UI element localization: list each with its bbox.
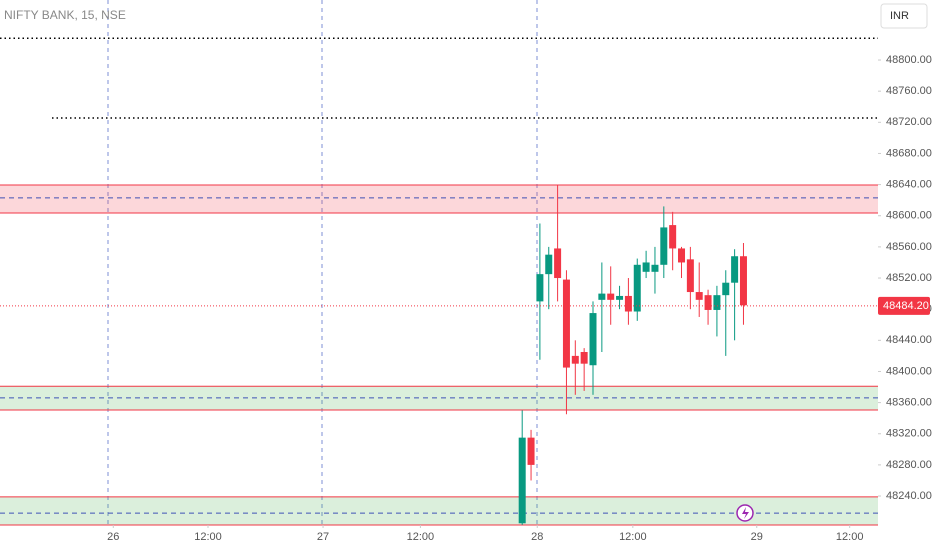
y-tick-label: 48800.00 — [886, 54, 932, 66]
candle-body — [562, 279, 570, 368]
y-tick-label: 48400.00 — [886, 365, 932, 377]
zone — [0, 386, 878, 411]
y-tick-label: 48280.00 — [886, 459, 932, 471]
currency-box[interactable] — [880, 3, 928, 29]
y-tick-label: 48320.00 — [886, 428, 932, 440]
candle-body — [722, 282, 730, 296]
candle-body — [536, 274, 544, 302]
last-price-label: 48484.20 — [883, 300, 929, 312]
zone — [0, 184, 878, 214]
event-icon-bolt — [742, 507, 749, 519]
candle-body — [642, 262, 650, 272]
y-tick-label: 48720.00 — [886, 116, 932, 128]
candle-body — [554, 248, 562, 279]
zone — [0, 496, 878, 525]
x-tick-label: 27 — [317, 531, 329, 543]
y-tick-label: 48560.00 — [886, 241, 932, 253]
chart-title: NIFTY BANK, 15, NSE — [4, 8, 126, 22]
candle-body — [695, 292, 703, 300]
x-tick-label: 28 — [531, 531, 543, 543]
candle-body — [616, 295, 624, 300]
candle-body — [651, 264, 659, 272]
y-tick-label: 48600.00 — [886, 210, 932, 222]
candle-body — [580, 351, 588, 364]
y-tick-label: 48440.00 — [886, 334, 932, 346]
candle-body — [633, 264, 641, 312]
candle-body — [607, 293, 615, 300]
last-price-box — [878, 296, 930, 315]
candle-body — [669, 225, 677, 249]
candle-body — [713, 295, 721, 310]
candle-body — [678, 248, 686, 263]
candle-body — [660, 227, 668, 265]
y-tick-label: 48760.00 — [886, 85, 932, 97]
candle-body — [686, 259, 694, 293]
x-tick-label: 12:00 — [407, 531, 435, 543]
x-tick-label: 12:00 — [836, 531, 864, 543]
x-tick-label: 26 — [107, 531, 119, 543]
candle-body — [624, 295, 632, 312]
candle-body — [527, 437, 535, 465]
currency-button[interactable]: INR — [880, 3, 928, 29]
y-tick-label: 48520.00 — [886, 272, 932, 284]
candle-body — [545, 254, 553, 275]
x-tick-label: 29 — [751, 531, 763, 543]
candle-body — [589, 313, 597, 366]
currency-label[interactable]: INR — [890, 10, 909, 22]
x-tick-label: 12:00 — [619, 531, 647, 543]
candle-body — [518, 437, 526, 524]
candle-body — [731, 256, 739, 283]
y-tick-label: 48680.00 — [886, 147, 932, 159]
y-tick-label: 48360.00 — [886, 397, 932, 409]
candle-body — [571, 355, 579, 364]
y-tick-label: 48640.00 — [886, 179, 932, 191]
candle-body — [598, 293, 606, 300]
candle-body — [739, 256, 747, 306]
y-tick-label: 48240.00 — [886, 490, 932, 502]
candle-body — [704, 295, 712, 310]
x-tick-label: 12:00 — [194, 531, 222, 543]
